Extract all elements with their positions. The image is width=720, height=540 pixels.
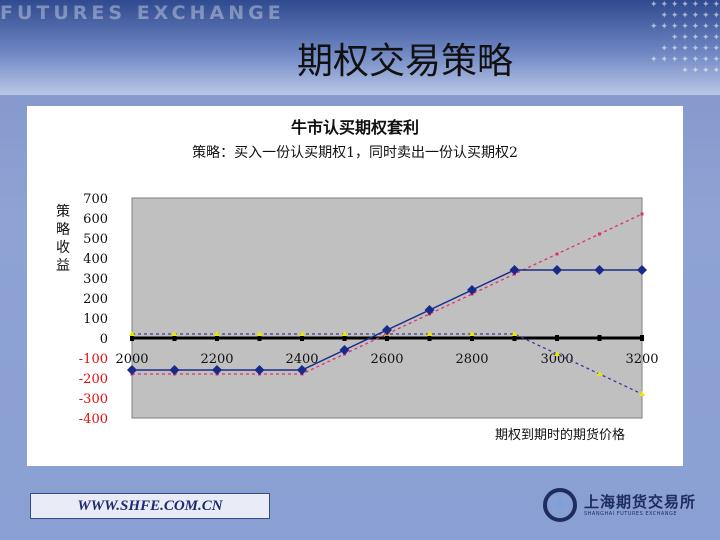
zero-line-tick (172, 335, 177, 341)
chart-subtitle: 策略：买入一份认买期权1，同时卖出一份认买期权2 (192, 144, 518, 161)
chart-panel: 牛市认买期权套利 策略：买入一份认买期权1，同时卖出一份认买期权2 策略收益 期… (27, 106, 683, 466)
data-point-combined (552, 265, 562, 275)
y-tick-label: -400 (79, 412, 108, 427)
y-axis-label: 策略收益 (56, 203, 70, 274)
data-point-combined (509, 265, 520, 275)
data-point-option2 (596, 371, 603, 376)
data-point-combined (424, 305, 435, 315)
data-point-option2 (469, 331, 475, 336)
y-tick-label: 100 (83, 312, 108, 327)
zero-line-tick (640, 335, 644, 341)
header-band: FUTURES EXCHANGE ✦ ✦ ✦ ✦ ✦ ✦ ✦ ✦ ✦ ✦ ✦ ✦ … (0, 0, 720, 95)
data-point-combined (127, 365, 137, 375)
x-tick-label: 3000 (540, 352, 573, 367)
x-tick-label: 2800 (455, 352, 488, 367)
y-tick-label: 400 (83, 252, 108, 267)
zero-line-tick (427, 335, 432, 341)
data-point-option2 (341, 331, 348, 336)
y-tick-label: 300 (83, 272, 108, 287)
exchange-logo: 上海期货交易所 SHANGHAI FUTURES EXCHANGE (540, 485, 700, 525)
zero-line-tick (385, 335, 389, 341)
zero-line-tick (470, 335, 474, 341)
data-point-option2 (426, 331, 433, 336)
data-point-combined (382, 325, 392, 335)
y-tick-label: -300 (79, 392, 108, 407)
slide-title: 期权交易策略 (296, 41, 513, 82)
footer-url[interactable]: WWW.SHFE.COM.CN (30, 493, 270, 519)
data-point-combined (339, 345, 350, 355)
star-pattern: ✦ ✦ ✦ ✦ ✦ ✦ ✦ ✦ ✦ ✦ ✦ ✦ ✦ ✦ ✦ ✦ ✦ ✦ ✦ ✦ ✦ ✦… (650, 0, 720, 76)
x-tick-label: 2400 (285, 352, 318, 367)
zero-line-tick (257, 335, 262, 341)
chart-title: 牛市认买期权套利 (291, 118, 419, 137)
data-point-option2 (554, 351, 560, 356)
data-point-combined (594, 265, 605, 275)
zero-line-tick (130, 335, 134, 341)
x-axis-label: 期权到期时的期货价格 (495, 427, 625, 443)
data-point-option1 (640, 212, 644, 216)
y-tick-label: 600 (83, 212, 108, 227)
data-point-combined (467, 285, 477, 295)
y-axis-label-text: 策略收益 (56, 203, 70, 274)
y-tick-label: 200 (83, 292, 108, 307)
data-point-combined (254, 365, 265, 375)
x-tick-label: 2000 (115, 352, 148, 367)
logo-subtitle: SHANGHAI FUTURES EXCHANGE (584, 511, 678, 517)
plot-area (131, 197, 643, 419)
data-point-option1 (555, 252, 559, 256)
data-point-option2 (256, 331, 263, 336)
y-tick-label: 700 (83, 192, 108, 207)
data-point-combined (212, 365, 222, 375)
x-tick-label: 2200 (200, 352, 233, 367)
data-point-option2 (129, 331, 135, 336)
data-point-option2 (214, 331, 220, 336)
x-tick-labels: 2000 2200 2400 2600 2800 3000 3200 (115, 352, 658, 367)
logo-name: 上海期货交易所 (584, 493, 697, 511)
series-layer (127, 212, 647, 396)
x-tick-label: 3200 (625, 352, 658, 367)
zero-line-tick (342, 335, 347, 341)
y-tick-label: -100 (79, 352, 108, 367)
data-point-option2 (299, 331, 305, 336)
exchange-logo-icon (543, 488, 577, 522)
data-point-option2 (639, 391, 645, 396)
data-point-combined (169, 365, 180, 375)
header-watermark: FUTURES EXCHANGE (0, 2, 285, 24)
zero-line-tick (597, 335, 602, 341)
y-tick-label: 0 (100, 332, 108, 347)
data-point-combined (297, 365, 307, 375)
data-point-option2 (171, 331, 178, 336)
x-tick-label: 2600 (370, 352, 403, 367)
chart-svg: 牛市认买期权套利 策略：买入一份认买期权1，同时卖出一份认买期权2 策略收益 期… (56, 118, 659, 443)
zero-line-tick (300, 335, 304, 341)
y-tick-labels: 700 600 500 400 300 200 100 0 -100 -200 -300 -400 (79, 192, 108, 427)
data-point-option1 (598, 232, 601, 236)
y-tick-label: 500 (83, 232, 108, 247)
zero-line-tick (215, 335, 219, 341)
data-point-option2 (511, 331, 518, 336)
zero-line-tick (512, 335, 517, 341)
y-tick-label: -200 (79, 372, 108, 387)
data-point-combined (637, 265, 647, 275)
zero-line-tick (555, 335, 559, 341)
